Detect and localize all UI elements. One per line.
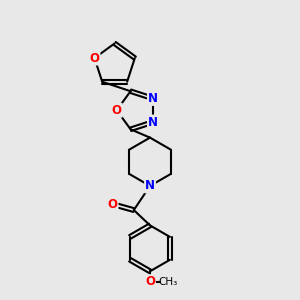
Text: N: N	[145, 179, 155, 192]
Text: O: O	[108, 198, 118, 211]
Text: N: N	[148, 116, 158, 128]
Text: CH₃: CH₃	[159, 277, 178, 286]
Text: N: N	[148, 92, 158, 105]
Text: O: O	[89, 52, 100, 64]
Text: O: O	[145, 275, 155, 288]
Text: O: O	[112, 104, 122, 117]
